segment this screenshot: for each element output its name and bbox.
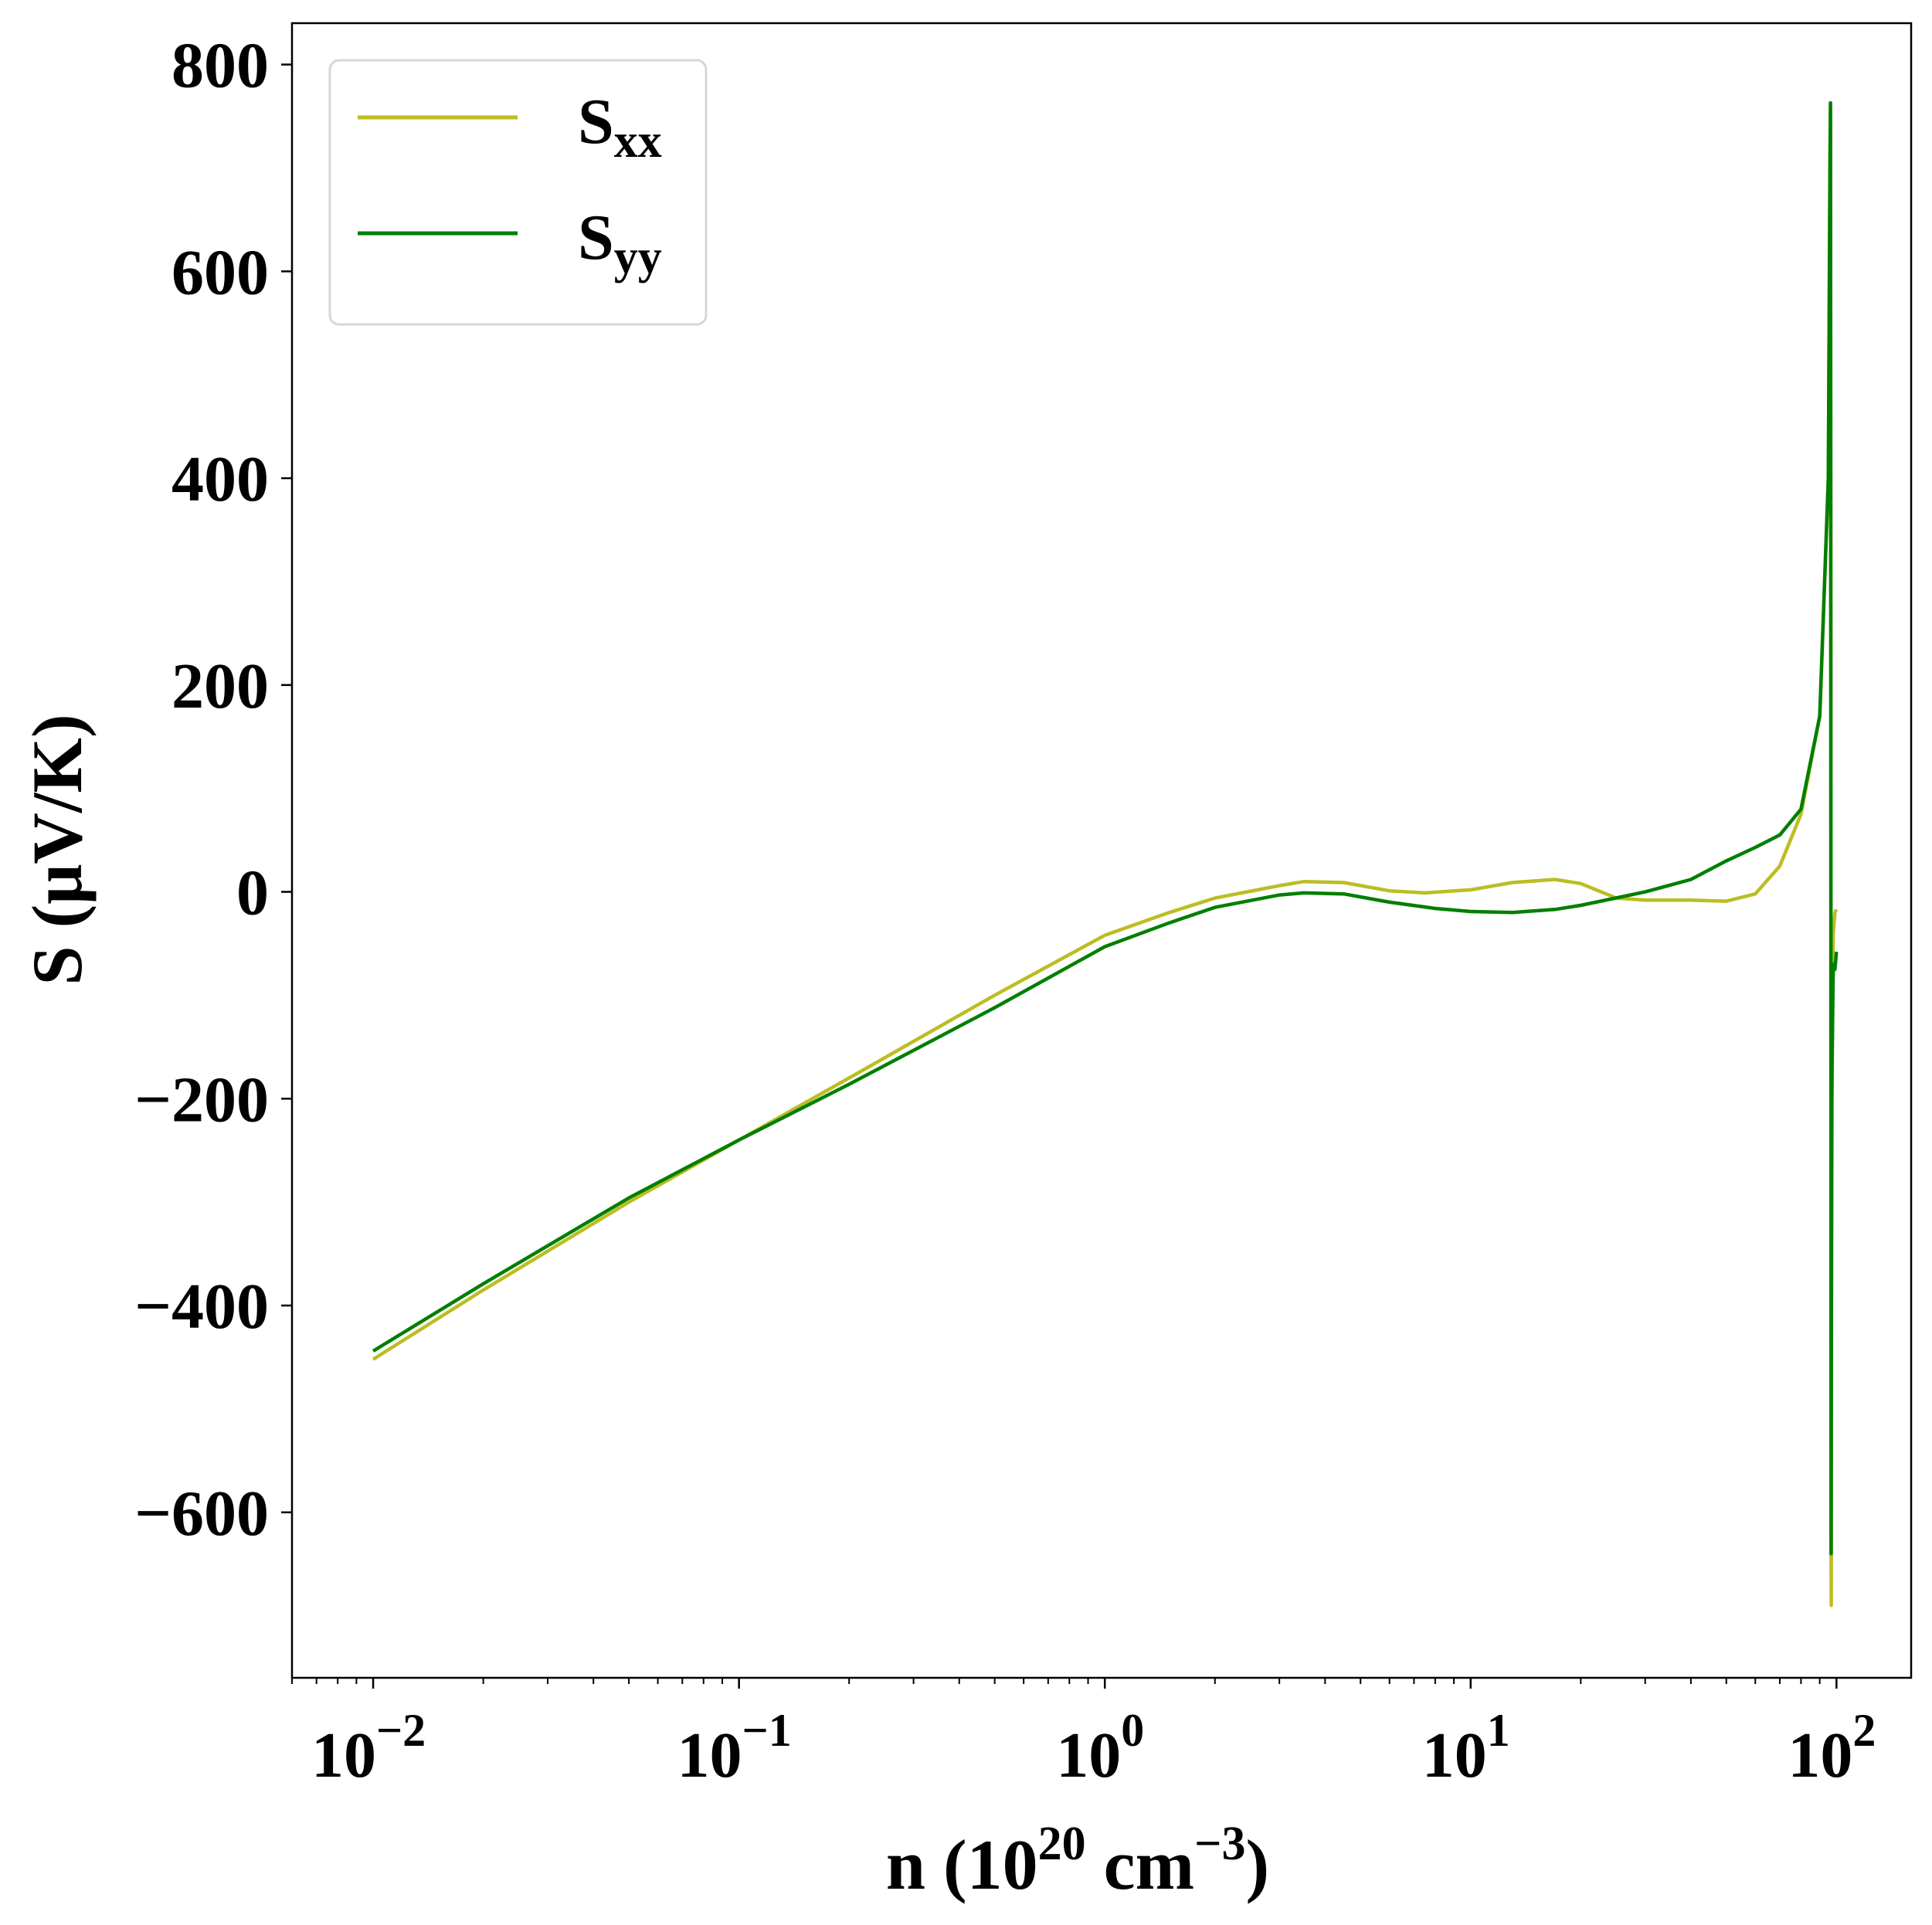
x-axis-label-prefix: n (10 <box>886 1825 1038 1904</box>
series-line-syy <box>372 100 1839 1556</box>
y-tick-label: 600 <box>171 236 269 308</box>
x-tick-label: 10−2 <box>311 1705 426 1791</box>
x-tick-label: 100 <box>1056 1705 1144 1791</box>
x-tick-label: 10−1 <box>677 1705 792 1791</box>
y-axis-label: S (μV/K) <box>18 714 97 985</box>
legend-label-sxx: Sxx <box>578 86 662 168</box>
y-tick-label: −200 <box>134 1064 269 1136</box>
series-layer <box>372 100 1839 1608</box>
ticks-layer: 800 600 400 200 0 −200 −400 −600 10−2 10−1 100 101 1… <box>134 30 1876 1791</box>
plot-frame <box>290 22 1913 1679</box>
y-tick-label: −400 <box>134 1271 269 1343</box>
legend-label-syy-main: S <box>578 202 614 273</box>
x-tick-label: 101 <box>1422 1705 1510 1791</box>
x-axis-label-sup1: 20 <box>1038 1818 1086 1870</box>
legend-box <box>328 59 708 326</box>
x-axis-label-suffix: ) <box>1246 1825 1270 1904</box>
legend: Sxx Syy <box>328 59 708 326</box>
x-axis-label: n (1020 cm−3) <box>886 1818 1269 1904</box>
y-tick-label: 200 <box>171 650 269 722</box>
y-tick-label: 400 <box>171 443 269 515</box>
x-axis-label-sup2: −3 <box>1194 1818 1245 1870</box>
y-tick-label: −600 <box>134 1478 269 1550</box>
legend-label-syy-sub: yy <box>614 231 662 283</box>
y-tick-label: 800 <box>171 30 269 102</box>
legend-label-syy: Syy <box>578 202 662 283</box>
y-tick-label: 0 <box>236 857 269 929</box>
x-tick-label: 102 <box>1788 1705 1876 1791</box>
legend-label-sxx-main: S <box>578 86 614 158</box>
legend-label-sxx-sub: xx <box>614 115 662 168</box>
x-axis-label-mid: cm <box>1086 1825 1194 1904</box>
series-line-sxx <box>372 104 1839 1608</box>
